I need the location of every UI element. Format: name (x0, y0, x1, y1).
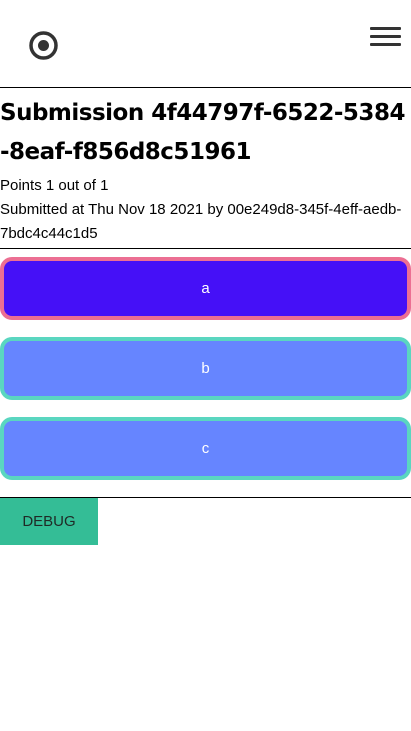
menu-bar (370, 35, 401, 38)
app-header (0, 0, 411, 88)
answer-option-a[interactable]: a (0, 257, 411, 320)
submission-title: Submission 4f44797f-6522-5384-8eaf-f856d… (0, 100, 405, 165)
debug-button[interactable]: DEBUG (0, 498, 98, 545)
submitted-text: Submitted at Thu Nov 18 2021 by 00e249d8… (0, 201, 402, 242)
menu-bar (370, 27, 401, 30)
divider (0, 497, 411, 498)
points-text: Points 1 out of 1 (0, 177, 109, 194)
target-logo-icon[interactable] (29, 31, 58, 60)
divider (0, 248, 411, 249)
answer-options: a b c (0, 249, 411, 480)
answer-option-b[interactable]: b (0, 337, 411, 400)
menu-bar (370, 43, 401, 46)
answer-option-c[interactable]: c (0, 417, 411, 480)
submission-meta: Points 1 out of 1 Submitted at Thu Nov 1… (0, 172, 411, 246)
hamburger-menu-icon[interactable] (370, 27, 401, 49)
